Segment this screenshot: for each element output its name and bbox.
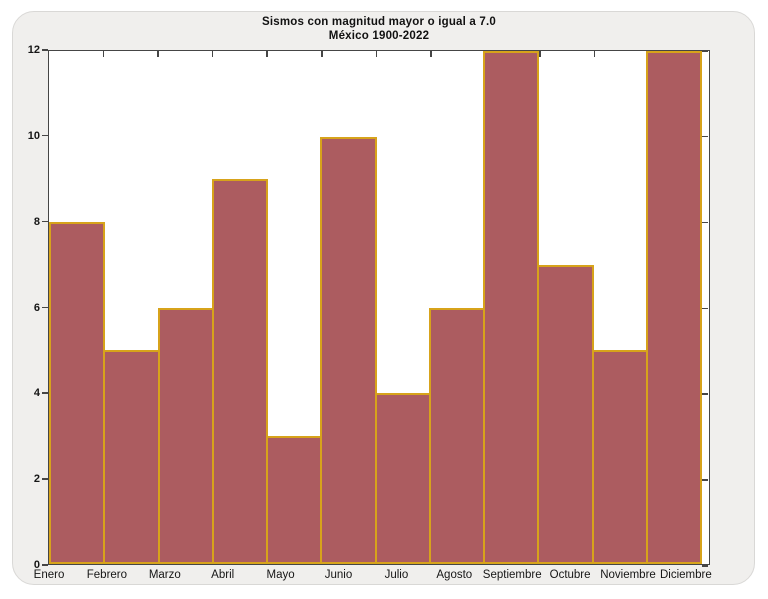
- bar-agosto: [428, 307, 485, 564]
- x-axis-label-abril: Abril: [211, 569, 235, 581]
- tick-mark: [42, 392, 48, 394]
- tick-mark: [593, 51, 596, 57]
- tick-mark: [42, 49, 48, 51]
- tick-mark: [211, 51, 214, 57]
- x-axis-label-mayo: Mayo: [266, 569, 295, 581]
- y-axis-tick-label: 10: [27, 129, 40, 142]
- bar-mayo: [266, 435, 323, 564]
- x-axis-label-julio: Julio: [384, 569, 409, 581]
- tick-mark: [375, 51, 378, 57]
- tick-mark: [42, 478, 48, 480]
- tick-mark: [702, 135, 708, 138]
- bars-container: [49, 51, 702, 564]
- x-axis-label-septiembre: Septiembre: [482, 569, 542, 581]
- bar-enero: [49, 222, 106, 564]
- plot-area: [42, 49, 710, 567]
- x-axis-label-agosto: Agosto: [436, 569, 473, 581]
- tick-mark: [430, 51, 432, 57]
- x-axis-label-enero: Enero: [33, 569, 65, 581]
- tick-mark: [157, 51, 159, 57]
- x-axis-label-diciembre: Diciembre: [660, 569, 712, 581]
- tick-mark: [702, 565, 708, 567]
- tick-mark: [266, 51, 268, 57]
- x-axis-label-marzo: Marzo: [148, 569, 181, 581]
- bar-marzo: [157, 307, 214, 564]
- y-axis-tick-label: 12: [27, 44, 40, 56]
- bar-octubre: [537, 264, 594, 564]
- y-axis-tick-label: 4: [33, 387, 40, 400]
- x-axis-label-noviembre: Noviembre: [600, 569, 656, 581]
- tick-mark: [320, 51, 323, 57]
- tick-mark: [702, 393, 708, 395]
- chart-title-block: Sismos con magnitud mayor o igual a 7.0 …: [48, 16, 710, 43]
- tick-mark: [702, 221, 708, 224]
- tick-mark: [702, 307, 708, 310]
- x-axis-label-junio: Junio: [324, 569, 353, 581]
- tick-mark: [702, 50, 708, 52]
- y-axis-tick-label: 0: [33, 559, 40, 571]
- tick-mark: [702, 479, 708, 481]
- tick-mark: [42, 306, 48, 309]
- x-axis-label-febrero: Febrero: [86, 569, 128, 581]
- bar-febrero: [103, 350, 160, 564]
- bar-junio: [320, 136, 377, 564]
- tick-mark: [42, 134, 48, 137]
- tick-mark: [42, 220, 48, 223]
- y-axis-tick-label: 8: [33, 215, 40, 228]
- bar-abril: [211, 179, 268, 564]
- bar-diciembre: [645, 51, 702, 564]
- bar-noviembre: [591, 350, 648, 564]
- y-axis-tick-label: 6: [33, 301, 40, 314]
- chart-title: Sismos con magnitud mayor o igual a 7.0: [261, 16, 497, 28]
- bar-septiembre: [483, 51, 540, 564]
- chart-subtitle: México 1900-2022: [328, 29, 430, 42]
- tick-mark: [102, 51, 105, 57]
- tick-mark: [42, 564, 48, 566]
- x-axis-label-octubre: Octubre: [549, 569, 591, 581]
- tick-mark: [539, 51, 541, 57]
- bar-julio: [374, 393, 431, 564]
- y-axis-tick-label: 2: [33, 473, 40, 486]
